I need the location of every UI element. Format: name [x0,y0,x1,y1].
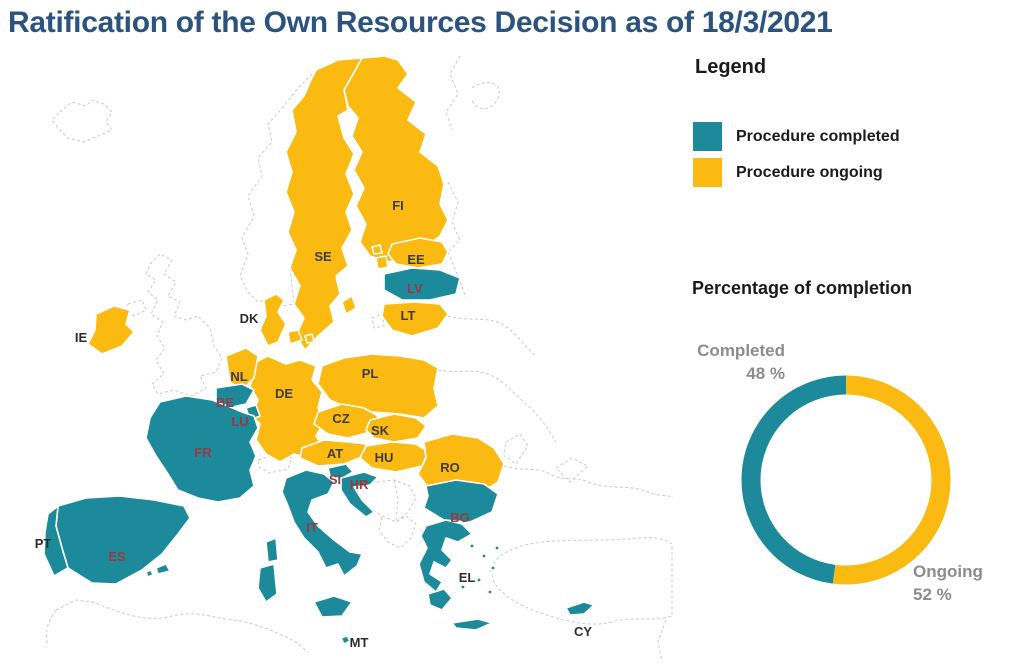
country-shape-fi [343,55,449,263]
country-shape-ro [417,433,505,497]
country-shape-pl [317,353,439,419]
ongoing-callout-label: Ongoing [913,562,983,581]
country-shape-it [257,469,363,618]
country-shape-bg [423,479,499,523]
country-label-se: SE [314,249,332,264]
levant-coast-line [657,619,667,663]
country-label-dk: DK [240,311,259,326]
country-label-ro: RO [440,460,460,475]
country-label-fi: FI [392,198,404,213]
country-shape-es [55,495,191,585]
ongoing-callout-value: 52 % [913,584,952,604]
country-label-lv: LV [407,281,423,296]
country-label-pl: PL [362,366,379,381]
country-shape-ie [87,305,135,355]
country-label-el: EL [459,570,476,585]
country-shape-cy [565,601,595,616]
country-label-de: DE [275,386,293,401]
country-label-lt: LT [401,308,416,323]
norway-outline [239,69,317,307]
country-label-be: BE [216,395,234,410]
country-shape-pt [43,505,69,577]
completed-callout-label: Completed [697,341,785,360]
completed-callout-value: 48 % [746,363,785,383]
donut-chart-title: Percentage of completion [692,278,913,298]
country-shape-fr [145,395,279,563]
black-sea-east-coast-line [587,481,674,499]
country-labels: FI SE EE LV LT DK IE NL BE LU DE PL CZ S… [35,198,593,650]
ongoing-callout: Ongoing 52 % [913,561,1023,606]
country-shape-hu [359,441,429,473]
page-title: Ratification of the Own Resources Decisi… [8,6,833,39]
country-label-bg: BG [450,510,470,525]
country-shape-lt [381,301,449,337]
karelia-border-line [447,181,461,253]
legend-item-label: Procedure ongoing [736,163,883,181]
crimea-outline [555,457,589,483]
legend-item-completed: Procedure completed [693,122,900,151]
country-label-nl: NL [230,369,247,384]
country-label-cy: CY [574,624,592,639]
country-shape-se [285,57,363,351]
completed-callout: Completed 48 % [652,340,785,385]
completion-donut-chart [741,375,951,585]
country-shape-nl [225,347,259,391]
country-shape-sk [365,413,427,443]
russia-border-line [445,55,461,131]
country-shape-be [215,383,255,409]
country-label-pt: PT [35,536,52,551]
country-label-es: ES [108,549,126,564]
legend-heading: Legend [695,56,767,78]
legend-item-label: Procedure completed [736,127,900,145]
country-label-ie: IE [75,330,88,345]
country-shape-ee [371,237,449,270]
belarus-border-line [447,315,537,357]
legend: Procedure completed Procedure ongoing [693,122,900,187]
country-label-sk: SK [371,423,390,438]
non-eu-outlines [45,55,674,663]
country-shape-lv [383,267,461,301]
ukraine-border-line [437,369,557,443]
completed-swatch-icon [693,122,722,151]
iceland-outline [51,99,113,143]
moldova-outline [503,433,529,465]
country-label-at: AT [327,446,343,461]
country-label-cz: CZ [332,411,349,426]
kaliningrad-outline [371,313,385,329]
country-label-lu: LU [231,414,248,429]
eu-countries [43,55,595,645]
turkey-outline [489,537,673,625]
country-label-hu: HU [375,450,394,465]
country-shape-hr [340,471,379,518]
ongoing-swatch-icon [693,158,722,187]
country-label-si: SI [329,472,341,487]
country-shape-el [418,519,500,631]
morocco-coast-line [45,609,57,647]
uk-outline [145,253,223,397]
country-shape-dk [259,293,315,347]
donut-completed-arc [741,375,951,585]
country-shape-si [327,463,354,480]
albania-macedonia-outline [378,515,417,549]
balkan-border-line [393,479,399,523]
country-label-mt: MT [350,635,369,650]
country-shape-mt [340,635,351,645]
legend-item-ongoing: Procedure ongoing [693,158,900,187]
europe-map: FI SE EE LV LT DK IE NL BE LU DE PL CZ S… [35,55,674,663]
africa-coast-line [55,599,309,653]
country-label-hr: HR [350,477,369,492]
country-label-it: IT [306,520,318,535]
country-label-fr: FR [194,445,212,460]
white-sea-line [471,82,500,110]
country-label-ee: EE [407,252,425,267]
